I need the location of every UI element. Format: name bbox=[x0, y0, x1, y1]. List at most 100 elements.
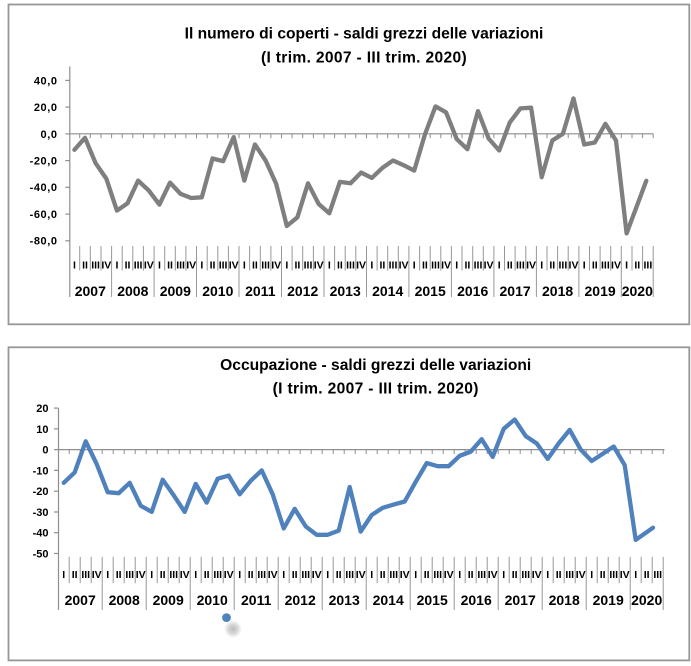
svg-text:II: II bbox=[379, 260, 385, 272]
svg-text:I: I bbox=[243, 260, 246, 272]
svg-text:2020: 2020 bbox=[622, 283, 653, 299]
svg-text:20: 20 bbox=[36, 403, 48, 415]
svg-text:II: II bbox=[72, 569, 78, 581]
svg-text:II: II bbox=[600, 569, 606, 581]
svg-text:2014: 2014 bbox=[373, 592, 404, 608]
svg-text:2013: 2013 bbox=[329, 592, 360, 608]
svg-text:IV: IV bbox=[620, 569, 630, 581]
svg-text:10: 10 bbox=[36, 424, 48, 436]
svg-text:II: II bbox=[294, 260, 300, 272]
svg-text:I: I bbox=[414, 569, 417, 581]
svg-text:2011: 2011 bbox=[241, 592, 272, 608]
svg-text:2012: 2012 bbox=[285, 592, 316, 608]
svg-text:III: III bbox=[433, 569, 442, 581]
svg-text:IV: IV bbox=[484, 260, 494, 272]
svg-text:IV: IV bbox=[399, 260, 409, 272]
svg-text:III: III bbox=[125, 569, 134, 581]
svg-text:I: I bbox=[106, 569, 109, 581]
svg-text:III: III bbox=[261, 260, 270, 272]
svg-text:III: III bbox=[474, 260, 483, 272]
svg-text:III: III bbox=[304, 260, 313, 272]
svg-text:III: III bbox=[559, 260, 568, 272]
svg-text:2020: 2020 bbox=[631, 592, 662, 608]
svg-text:I: I bbox=[238, 569, 241, 581]
svg-text:II: II bbox=[167, 260, 173, 272]
svg-text:IV: IV bbox=[268, 569, 278, 581]
svg-text:2016: 2016 bbox=[461, 592, 492, 608]
svg-text:2009: 2009 bbox=[153, 592, 184, 608]
svg-text:II: II bbox=[380, 569, 386, 581]
svg-text:III: III bbox=[653, 569, 662, 581]
svg-text:IV: IV bbox=[101, 260, 111, 272]
svg-text:IV: IV bbox=[186, 260, 196, 272]
svg-text:I: I bbox=[200, 260, 203, 272]
svg-text:IV: IV bbox=[356, 260, 366, 272]
svg-text:40,0: 40,0 bbox=[34, 75, 58, 87]
svg-text:(I trim. 2007 - III trim. 2020: (I trim. 2007 - III trim. 2020) bbox=[273, 381, 479, 398]
svg-text:-30: -30 bbox=[33, 507, 49, 519]
svg-text:IV: IV bbox=[611, 260, 621, 272]
svg-text:2010: 2010 bbox=[202, 283, 233, 299]
svg-text:I: I bbox=[282, 569, 285, 581]
svg-text:-20: -20 bbox=[33, 486, 49, 498]
svg-text:IV: IV bbox=[136, 569, 146, 581]
svg-text:2013: 2013 bbox=[330, 283, 361, 299]
svg-text:II: II bbox=[116, 569, 122, 581]
svg-text:III: III bbox=[345, 569, 354, 581]
svg-text:IV: IV bbox=[356, 569, 366, 581]
svg-text:2008: 2008 bbox=[109, 592, 140, 608]
svg-text:II: II bbox=[336, 569, 342, 581]
svg-text:III: III bbox=[176, 260, 185, 272]
svg-text:2011: 2011 bbox=[245, 283, 276, 299]
svg-text:II: II bbox=[549, 260, 555, 272]
svg-text:I: I bbox=[590, 569, 593, 581]
svg-text:0: 0 bbox=[42, 445, 48, 457]
svg-text:2012: 2012 bbox=[287, 283, 318, 299]
svg-text:III: III bbox=[431, 260, 440, 272]
svg-text:IV: IV bbox=[229, 260, 239, 272]
svg-text:I: I bbox=[583, 260, 586, 272]
svg-text:I: I bbox=[328, 260, 331, 272]
svg-text:III: III bbox=[389, 569, 398, 581]
svg-text:II: II bbox=[210, 260, 216, 272]
svg-text:II: II bbox=[468, 569, 474, 581]
svg-text:III: III bbox=[565, 569, 574, 581]
svg-text:I: I bbox=[455, 260, 458, 272]
svg-text:I: I bbox=[458, 569, 461, 581]
svg-text:2009: 2009 bbox=[160, 283, 191, 299]
svg-text:2018: 2018 bbox=[542, 283, 573, 299]
svg-text:IV: IV bbox=[314, 260, 324, 272]
svg-text:-80,0: -80,0 bbox=[30, 236, 58, 248]
svg-text:2018: 2018 bbox=[549, 592, 580, 608]
svg-text:(I trim. 2007 - III trim. 2020: (I trim. 2007 - III trim. 2020) bbox=[261, 49, 467, 66]
svg-text:II: II bbox=[507, 260, 513, 272]
svg-text:II: II bbox=[464, 260, 470, 272]
svg-text:-60,0: -60,0 bbox=[30, 209, 58, 221]
svg-text:IV: IV bbox=[400, 569, 410, 581]
svg-text:2015: 2015 bbox=[417, 592, 448, 608]
svg-text:II: II bbox=[644, 569, 650, 581]
svg-text:I: I bbox=[413, 260, 416, 272]
svg-text:2019: 2019 bbox=[585, 283, 616, 299]
svg-text:III: III bbox=[521, 569, 530, 581]
svg-text:I: I bbox=[194, 569, 197, 581]
svg-text:2017: 2017 bbox=[500, 283, 531, 299]
svg-text:IV: IV bbox=[488, 569, 498, 581]
svg-text:IV: IV bbox=[144, 260, 154, 272]
svg-text:IV: IV bbox=[532, 569, 542, 581]
svg-text:IV: IV bbox=[271, 260, 281, 272]
svg-text:II: II bbox=[592, 260, 598, 272]
svg-text:I: I bbox=[370, 260, 373, 272]
svg-text:II: II bbox=[248, 569, 254, 581]
svg-text:III: III bbox=[609, 569, 618, 581]
svg-text:IV: IV bbox=[312, 569, 322, 581]
svg-text:IV: IV bbox=[92, 569, 102, 581]
svg-text:III: III bbox=[601, 260, 610, 272]
svg-text:II: II bbox=[556, 569, 562, 581]
svg-text:II: II bbox=[422, 260, 428, 272]
svg-text:I: I bbox=[150, 569, 153, 581]
svg-text:IV: IV bbox=[444, 569, 454, 581]
svg-text:I: I bbox=[62, 569, 65, 581]
svg-text:IV: IV bbox=[576, 569, 586, 581]
svg-text:2015: 2015 bbox=[415, 283, 446, 299]
